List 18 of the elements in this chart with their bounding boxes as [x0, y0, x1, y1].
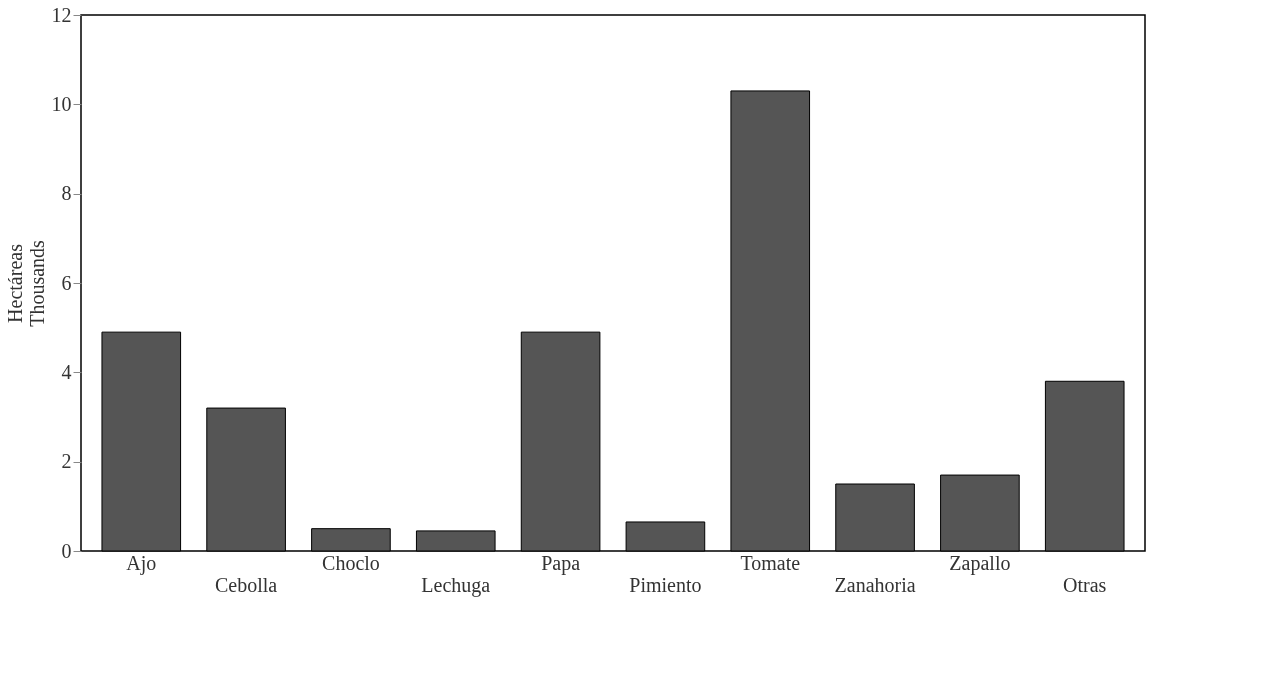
- x-tick-label: Otras: [1063, 573, 1107, 596]
- x-tick-label: Zapallo: [949, 551, 1011, 575]
- y-axis-title: Hectáreas Thousands: [3, 239, 48, 327]
- x-tick-label: Choclo: [322, 551, 380, 574]
- x-tick-label: Pimiento: [629, 573, 702, 596]
- y-tick-label: 0: [61, 539, 72, 562]
- x-tick-label: Papa: [541, 551, 581, 575]
- x-tick-label: Lechuga: [421, 573, 491, 597]
- y-tick-label: 12: [51, 3, 72, 26]
- y-tick-label: 8: [61, 182, 72, 205]
- y-tick-label: 6: [61, 271, 72, 294]
- y-tick-label: 10: [51, 92, 72, 115]
- x-tick-label: Ajo: [126, 551, 157, 575]
- y-tick-label: 2: [61, 450, 72, 473]
- x-tick-label: Tomate: [740, 551, 801, 574]
- x-tick-label: Zanahoria: [834, 573, 916, 596]
- x-tick-label: Cebolla: [214, 573, 278, 596]
- y-tick-label: 4: [61, 360, 72, 383]
